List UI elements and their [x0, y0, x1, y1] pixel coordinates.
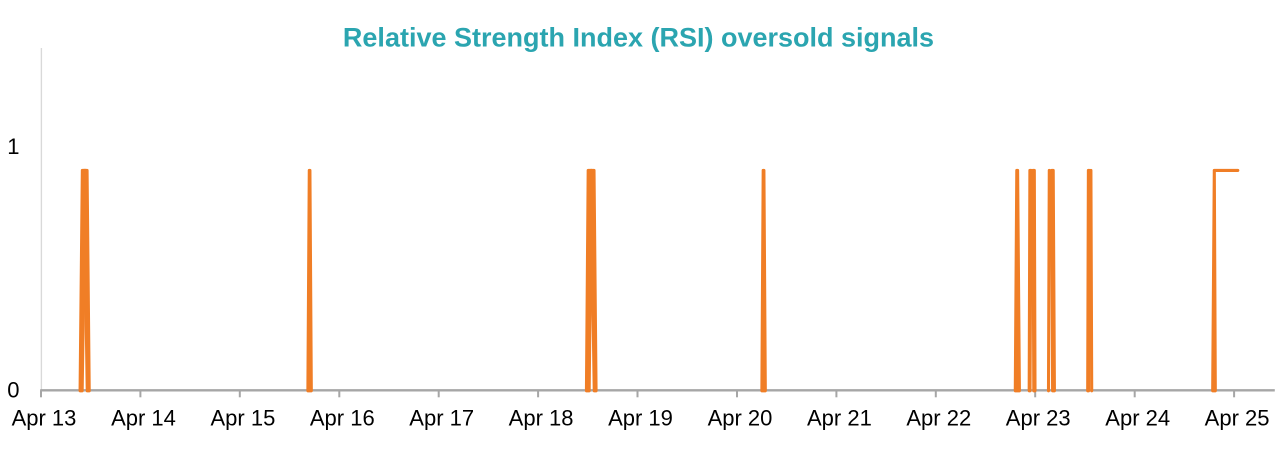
- svg-text:Apr 16: Apr 16: [310, 406, 375, 431]
- svg-text:Apr 20: Apr 20: [708, 406, 773, 431]
- svg-text:Apr 24: Apr 24: [1105, 406, 1170, 431]
- svg-text:Apr 19: Apr 19: [608, 406, 673, 431]
- svg-text:Apr 17: Apr 17: [409, 406, 474, 431]
- svg-text:Relative Strength Index (RSI): Relative Strength Index (RSI) oversold s…: [343, 23, 934, 53]
- svg-text:1: 1: [7, 134, 19, 159]
- svg-text:Apr 13: Apr 13: [12, 406, 77, 431]
- svg-text:Apr 15: Apr 15: [210, 406, 275, 431]
- svg-text:Apr 14: Apr 14: [111, 406, 176, 431]
- svg-text:Apr 21: Apr 21: [807, 406, 872, 431]
- svg-text:0: 0: [7, 377, 19, 402]
- svg-text:Apr 18: Apr 18: [509, 406, 574, 431]
- svg-text:Apr 25: Apr 25: [1205, 406, 1270, 431]
- svg-text:Apr 22: Apr 22: [906, 406, 971, 431]
- svg-text:Apr 23: Apr 23: [1006, 406, 1071, 431]
